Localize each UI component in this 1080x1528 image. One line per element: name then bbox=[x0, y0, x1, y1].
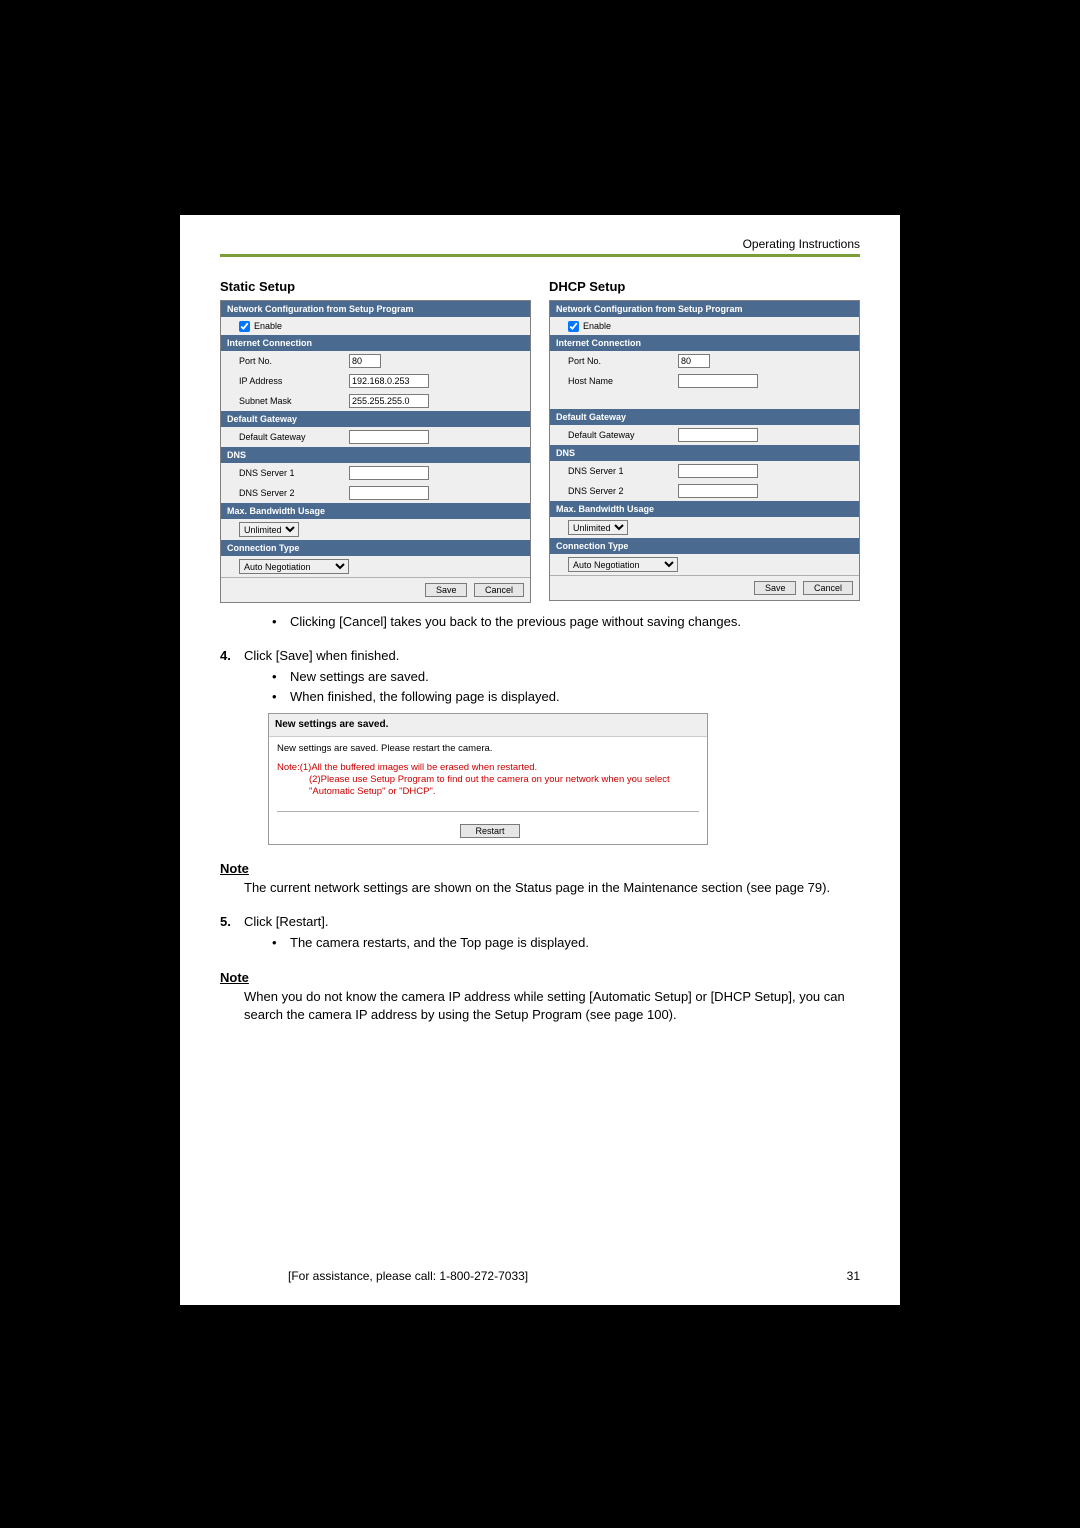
static-dns-hdr: DNS bbox=[221, 447, 530, 463]
bullet-dot-icon: • bbox=[272, 934, 290, 952]
bullet-dot-icon: • bbox=[272, 613, 290, 631]
static-dns2-input[interactable] bbox=[349, 486, 429, 500]
static-ip-input[interactable] bbox=[349, 374, 429, 388]
dhcp-save-button[interactable]: Save bbox=[754, 581, 797, 595]
dhcp-column: DHCP Setup Network Configuration from Se… bbox=[549, 279, 860, 603]
bullet-dot-icon: • bbox=[272, 668, 290, 686]
note2-heading: Note bbox=[220, 970, 860, 985]
step-5-b1: The camera restarts, and the Top page is… bbox=[290, 934, 589, 952]
saved-note1: (1)All the buffered images will be erase… bbox=[300, 762, 537, 773]
page-footer: [For assistance, please call: 1-800-272-… bbox=[220, 1269, 860, 1283]
saved-note-prefix: Note: bbox=[277, 762, 300, 773]
setup-columns: Static Setup Network Configuration from … bbox=[220, 279, 860, 603]
dhcp-enable-label: Enable bbox=[583, 321, 611, 331]
note1-body: The current network settings are shown o… bbox=[220, 879, 860, 897]
saved-panel: New settings are saved. New settings are… bbox=[268, 713, 708, 845]
static-column: Static Setup Network Configuration from … bbox=[220, 279, 531, 603]
note2-body: When you do not know the camera IP addre… bbox=[220, 988, 860, 1023]
static-panel: Network Configuration from Setup Program… bbox=[220, 300, 531, 603]
dhcp-title: DHCP Setup bbox=[549, 279, 860, 294]
static-ip-label: IP Address bbox=[239, 376, 349, 386]
step-4: 4. Click [Save] when finished. •New sett… bbox=[220, 647, 860, 846]
dhcp-gateway-input[interactable] bbox=[678, 428, 758, 442]
manual-page: Operating Instructions Static Setup Netw… bbox=[180, 215, 900, 1305]
accent-rule bbox=[220, 254, 860, 257]
dhcp-enable-checkbox[interactable] bbox=[568, 321, 579, 332]
static-enable-checkbox[interactable] bbox=[239, 321, 250, 332]
static-network-hdr: Network Configuration from Setup Program bbox=[221, 301, 530, 317]
saved-rule bbox=[277, 811, 699, 812]
static-bandwidth-hdr: Max. Bandwidth Usage bbox=[221, 503, 530, 519]
static-conntype-select[interactable]: Auto Negotiation bbox=[239, 559, 349, 574]
header-doc-title: Operating Instructions bbox=[220, 237, 860, 251]
step-5: 5. Click [Restart]. •The camera restarts… bbox=[220, 913, 860, 954]
dhcp-internet-hdr: Internet Connection bbox=[550, 335, 859, 351]
dhcp-bandwidth-select[interactable]: Unlimited bbox=[568, 520, 628, 535]
dhcp-dns2-input[interactable] bbox=[678, 484, 758, 498]
static-gateway-label: Default Gateway bbox=[239, 432, 349, 442]
dhcp-bandwidth-hdr: Max. Bandwidth Usage bbox=[550, 501, 859, 517]
static-conntype-hdr: Connection Type bbox=[221, 540, 530, 556]
saved-note2: (2)Please use Setup Program to find out … bbox=[277, 774, 699, 799]
dhcp-host-input[interactable] bbox=[678, 374, 758, 388]
note1-heading: Note bbox=[220, 861, 860, 876]
dhcp-dns2-label: DNS Server 2 bbox=[568, 486, 678, 496]
static-port-label: Port No. bbox=[239, 356, 349, 366]
cancel-note-text: Clicking [Cancel] takes you back to the … bbox=[290, 613, 741, 631]
dhcp-network-hdr: Network Configuration from Setup Program bbox=[550, 301, 859, 317]
static-cancel-button[interactable]: Cancel bbox=[474, 583, 524, 597]
dhcp-conntype-select[interactable]: Auto Negotiation bbox=[568, 557, 678, 572]
bullet-dot-icon: • bbox=[272, 688, 290, 706]
static-dns1-input[interactable] bbox=[349, 466, 429, 480]
step-5-text: Click [Restart]. bbox=[244, 913, 860, 931]
dhcp-gateway-label: Default Gateway bbox=[568, 430, 678, 440]
dhcp-panel: Network Configuration from Setup Program… bbox=[549, 300, 860, 601]
step-5-num: 5. bbox=[220, 913, 244, 954]
cancel-note-block: • Clicking [Cancel] takes you back to th… bbox=[220, 613, 860, 631]
static-port-input[interactable] bbox=[349, 354, 381, 368]
dhcp-cancel-button[interactable]: Cancel bbox=[803, 581, 853, 595]
static-title: Static Setup bbox=[220, 279, 531, 294]
static-save-button[interactable]: Save bbox=[425, 583, 468, 597]
static-dns2-label: DNS Server 2 bbox=[239, 488, 349, 498]
static-bandwidth-select[interactable]: Unlimited bbox=[239, 522, 299, 537]
dhcp-dns1-label: DNS Server 1 bbox=[568, 466, 678, 476]
dhcp-dns-hdr: DNS bbox=[550, 445, 859, 461]
step-4-num: 4. bbox=[220, 647, 244, 846]
static-gateway-input[interactable] bbox=[349, 430, 429, 444]
static-enable-label: Enable bbox=[254, 321, 282, 331]
step-4-b1: New settings are saved. bbox=[290, 668, 429, 686]
static-dns1-label: DNS Server 1 bbox=[239, 468, 349, 478]
dhcp-gateway-hdr: Default Gateway bbox=[550, 409, 859, 425]
static-subnet-input[interactable] bbox=[349, 394, 429, 408]
dhcp-conntype-hdr: Connection Type bbox=[550, 538, 859, 554]
static-internet-hdr: Internet Connection bbox=[221, 335, 530, 351]
static-gateway-hdr: Default Gateway bbox=[221, 411, 530, 427]
dhcp-dns1-input[interactable] bbox=[678, 464, 758, 478]
step-4-text: Click [Save] when finished. bbox=[244, 647, 860, 665]
dhcp-host-label: Host Name bbox=[568, 376, 678, 386]
saved-line1: New settings are saved. Please restart t… bbox=[277, 743, 699, 756]
step-4-b2: When finished, the following page is dis… bbox=[290, 688, 560, 706]
footer-assist: [For assistance, please call: 1-800-272-… bbox=[288, 1269, 528, 1283]
restart-button[interactable]: Restart bbox=[460, 824, 519, 838]
dhcp-port-input[interactable] bbox=[678, 354, 710, 368]
dhcp-port-label: Port No. bbox=[568, 356, 678, 366]
footer-page-num: 31 bbox=[847, 1269, 860, 1283]
static-enable-row: Enable bbox=[221, 317, 530, 335]
saved-panel-title: New settings are saved. bbox=[269, 714, 707, 737]
static-subnet-label: Subnet Mask bbox=[239, 396, 349, 406]
